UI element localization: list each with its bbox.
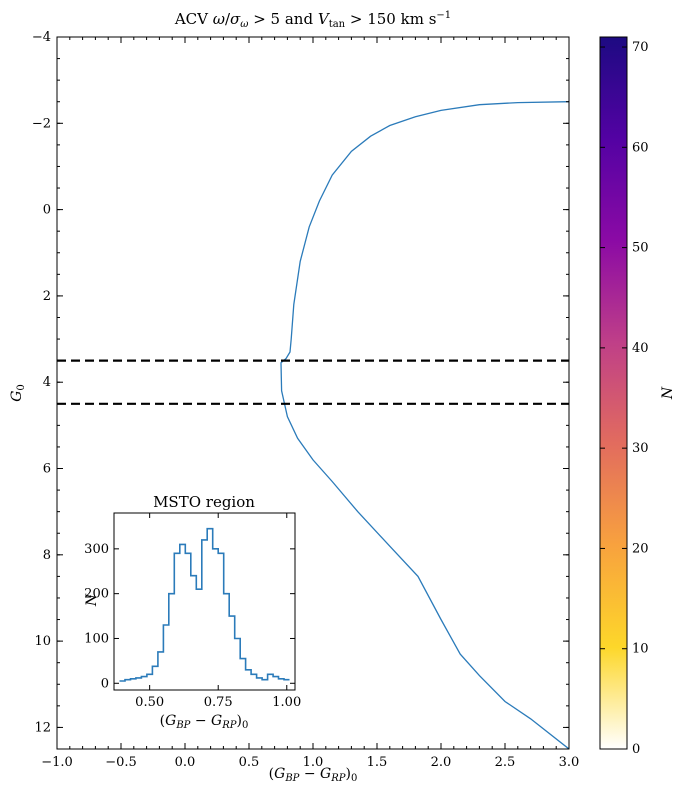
y-tick-label: 8 xyxy=(43,548,51,563)
x-tick-label: 3.0 xyxy=(559,755,580,770)
inset-y-tick-label: 100 xyxy=(84,631,109,646)
x-tick-label: 0.0 xyxy=(175,755,196,770)
colorbar-tick-label: 60 xyxy=(632,140,649,155)
y-tick-label: 12 xyxy=(34,720,51,735)
y-tick-label: −2 xyxy=(32,116,51,131)
y-tick-label: 6 xyxy=(43,462,51,477)
colorbar-tick-label: 30 xyxy=(632,441,649,456)
x-tick-label: 2.5 xyxy=(495,755,516,770)
inset-y-tick-label: 0 xyxy=(101,676,109,691)
colorbar-fill xyxy=(600,37,627,749)
x-tick-label: −0.5 xyxy=(105,755,137,770)
main-title: ACV ω/σω > 5 and Vtan > 150 km s−1 xyxy=(174,10,451,30)
y-tick-label: 0 xyxy=(43,203,51,218)
colorbar-tick-label: 0 xyxy=(632,742,640,757)
y-tick-label: 2 xyxy=(43,289,51,304)
inset-x-tick-label: 0.75 xyxy=(204,695,233,710)
x-tick-label: 1.5 xyxy=(367,755,388,770)
colorbar-tick-label: 40 xyxy=(632,341,649,356)
colorbar-tick-label: 20 xyxy=(632,541,649,556)
x-tick-label: 2.0 xyxy=(431,755,452,770)
y-tick-label: 4 xyxy=(43,375,51,390)
inset-x-tick-label: 1.00 xyxy=(272,695,301,710)
inset-x-tick-label: 0.50 xyxy=(135,695,164,710)
x-tick-label: −1.0 xyxy=(41,755,73,770)
main-xlabel: (GBP − GRP)0 xyxy=(269,766,358,784)
colorbar-tick-label: 70 xyxy=(632,40,649,55)
inset-title: MSTO region xyxy=(153,493,255,511)
y-tick-label: 10 xyxy=(34,634,51,649)
main-ylabel: G0 xyxy=(9,384,27,402)
x-tick-label: 0.5 xyxy=(239,755,260,770)
inset-y-tick-label: 300 xyxy=(84,542,109,557)
inset-ylabel: N xyxy=(84,593,100,607)
y-tick-label: −4 xyxy=(32,30,51,45)
colorbar-tick-label: 50 xyxy=(632,241,649,256)
colorbar-label: N xyxy=(660,386,676,400)
colorbar: 0 10 20 30 40 50 60 70 N xyxy=(600,37,676,757)
colorbar-tick-label: 10 xyxy=(632,642,649,657)
